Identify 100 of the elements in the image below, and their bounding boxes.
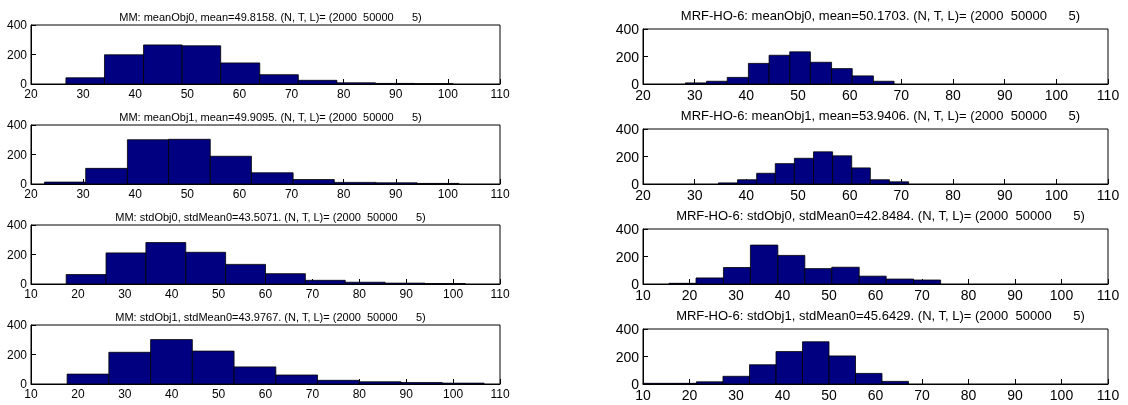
- y-tick-label: 200: [615, 148, 640, 165]
- x-tick-label: 80: [960, 387, 977, 403]
- x-tick-label: 60: [841, 87, 858, 103]
- x-tick-label: 100: [437, 187, 459, 201]
- x-tick-label: 70: [893, 187, 910, 203]
- x-tick-label: 50: [211, 287, 226, 301]
- x-tick-label: 60: [867, 287, 884, 303]
- chart-title: MRF-HO-6: meanObj0, mean=50.1703. (N, T, L)= (2000 50000 5): [680, 8, 1081, 23]
- x-tick-label: 90: [996, 187, 1013, 203]
- x-tick-label: 110: [1096, 187, 1120, 203]
- x-tick-label: 70: [893, 87, 910, 103]
- x-tick-label: 90: [1007, 287, 1023, 303]
- x-tick-label: 110: [1096, 87, 1120, 103]
- x-tick-label: 80: [336, 187, 351, 201]
- x-tick-label: 60: [258, 387, 273, 401]
- x-tick-label: 40: [774, 387, 791, 403]
- x-tick-label: 100: [443, 287, 464, 301]
- y-tick-label: 200: [615, 48, 640, 65]
- x-tick-label: 80: [352, 387, 367, 401]
- x-tick-label: 40: [738, 187, 755, 203]
- x-tick-label: 60: [232, 87, 247, 101]
- x-tick-label: 70: [305, 287, 320, 301]
- x-tick-label: 60: [867, 387, 884, 403]
- x-tick-label: 20: [71, 387, 85, 401]
- y-tick-label: 200: [615, 348, 640, 365]
- x-tick-label: 80: [352, 287, 367, 301]
- x-tick-label: 50: [821, 387, 837, 403]
- x-tick-label: 50: [790, 87, 806, 103]
- y-tick-label: 400: [615, 21, 640, 37]
- x-tick-label: 110: [490, 87, 510, 101]
- chart-title: MRF-HO-6: stdObj0, stdMean0=42.8484. (N, T, L)= (2000 50000 5): [676, 208, 1085, 223]
- y-tick-label: 200: [6, 47, 28, 62]
- x-tick-label: 20: [681, 387, 698, 403]
- x-tick-label: 90: [996, 87, 1013, 103]
- x-tick-label: 90: [389, 187, 403, 201]
- y-tick-label: 200: [6, 147, 28, 162]
- y-tick-label: 400: [615, 121, 640, 137]
- y-tick-label: 200: [6, 247, 28, 262]
- x-tick-label: 30: [76, 87, 91, 101]
- x-tick-label: 30: [686, 187, 703, 203]
- chart-title: MRF-HO-6: meanObj1, mean=53.9406. (N, T, L)= (2000 50000 5): [680, 108, 1081, 123]
- x-tick-label: 90: [399, 287, 414, 301]
- x-tick-label: 110: [490, 387, 510, 401]
- chart-title: MM: stdObj0, stdMean0=43.5071. (N, T, L)= (2000 50000 5): [115, 210, 426, 223]
- x-tick-label: 30: [118, 387, 132, 401]
- y-tick-label: 400: [6, 218, 28, 232]
- x-tick-label: 110: [1096, 287, 1120, 303]
- x-tick-label: 50: [180, 187, 195, 201]
- y-tick-label: 400: [615, 321, 640, 337]
- y-tick-label: 200: [6, 347, 28, 362]
- x-tick-label: 50: [790, 187, 806, 203]
- chart-title: MM: meanObj0, mean=49.8158. (N, T, L)= (2000 50000 5): [119, 10, 422, 23]
- x-tick-label: 110: [490, 287, 510, 301]
- chart-title: MM: stdObj1, stdMean0=43.9767. (N, T, L)= (2000 50000 5): [115, 310, 426, 323]
- x-tick-label: 60: [258, 287, 273, 301]
- y-tick-label: 0: [631, 76, 640, 92]
- x-tick-label: 30: [76, 187, 91, 201]
- x-tick-label: 110: [1096, 387, 1120, 403]
- x-tick-label: 30: [728, 387, 744, 403]
- x-tick-label: 50: [211, 387, 226, 401]
- x-tick-label: 70: [305, 387, 320, 401]
- y-tick-label: 0: [631, 276, 640, 292]
- x-tick-label: 100: [1044, 187, 1069, 203]
- x-tick-label: 30: [118, 287, 132, 301]
- y-tick-label: 0: [631, 376, 640, 392]
- x-tick-label: 80: [945, 187, 961, 203]
- chart-title: MM: meanObj1, mean=49.9095. (N, T, L)= (2000 50000 5): [119, 110, 422, 123]
- x-tick-label: 50: [821, 287, 837, 303]
- x-tick-label: 40: [128, 87, 143, 101]
- x-tick-label: 100: [1049, 387, 1074, 403]
- x-tick-label: 70: [284, 87, 299, 101]
- x-tick-label: 70: [284, 187, 299, 201]
- x-tick-label: 50: [180, 87, 195, 101]
- x-tick-label: 80: [960, 287, 977, 303]
- x-tick-label: 70: [914, 287, 930, 303]
- x-tick-label: 30: [686, 87, 703, 103]
- y-tick-label: 0: [631, 176, 640, 192]
- y-tick-label: 200: [615, 248, 640, 265]
- chart-title: MRF-HO-6: stdObj1, stdMean0=45.6429. (N, T, L)= (2000 50000 5): [676, 308, 1085, 323]
- x-tick-label: 90: [389, 87, 403, 101]
- x-tick-label: 60: [841, 187, 858, 203]
- x-tick-label: 90: [399, 387, 414, 401]
- x-tick-label: 40: [165, 287, 179, 301]
- x-tick-label: 100: [1049, 287, 1074, 303]
- x-tick-label: 40: [165, 387, 179, 401]
- y-tick-label: 400: [6, 318, 28, 332]
- x-tick-label: 80: [336, 87, 351, 101]
- x-tick-label: 70: [914, 387, 930, 403]
- x-tick-label: 90: [1007, 387, 1023, 403]
- x-tick-label: 30: [728, 287, 744, 303]
- y-tick-label: 400: [615, 221, 640, 237]
- x-tick-label: 40: [128, 187, 143, 201]
- x-tick-label: 40: [738, 87, 755, 103]
- x-tick-label: 110: [490, 187, 510, 201]
- x-tick-label: 20: [71, 287, 85, 301]
- x-tick-label: 40: [774, 287, 791, 303]
- x-tick-label: 20: [681, 287, 698, 303]
- x-tick-label: 80: [945, 87, 961, 103]
- x-tick-label: 100: [443, 387, 464, 401]
- y-tick-label: 400: [6, 18, 28, 32]
